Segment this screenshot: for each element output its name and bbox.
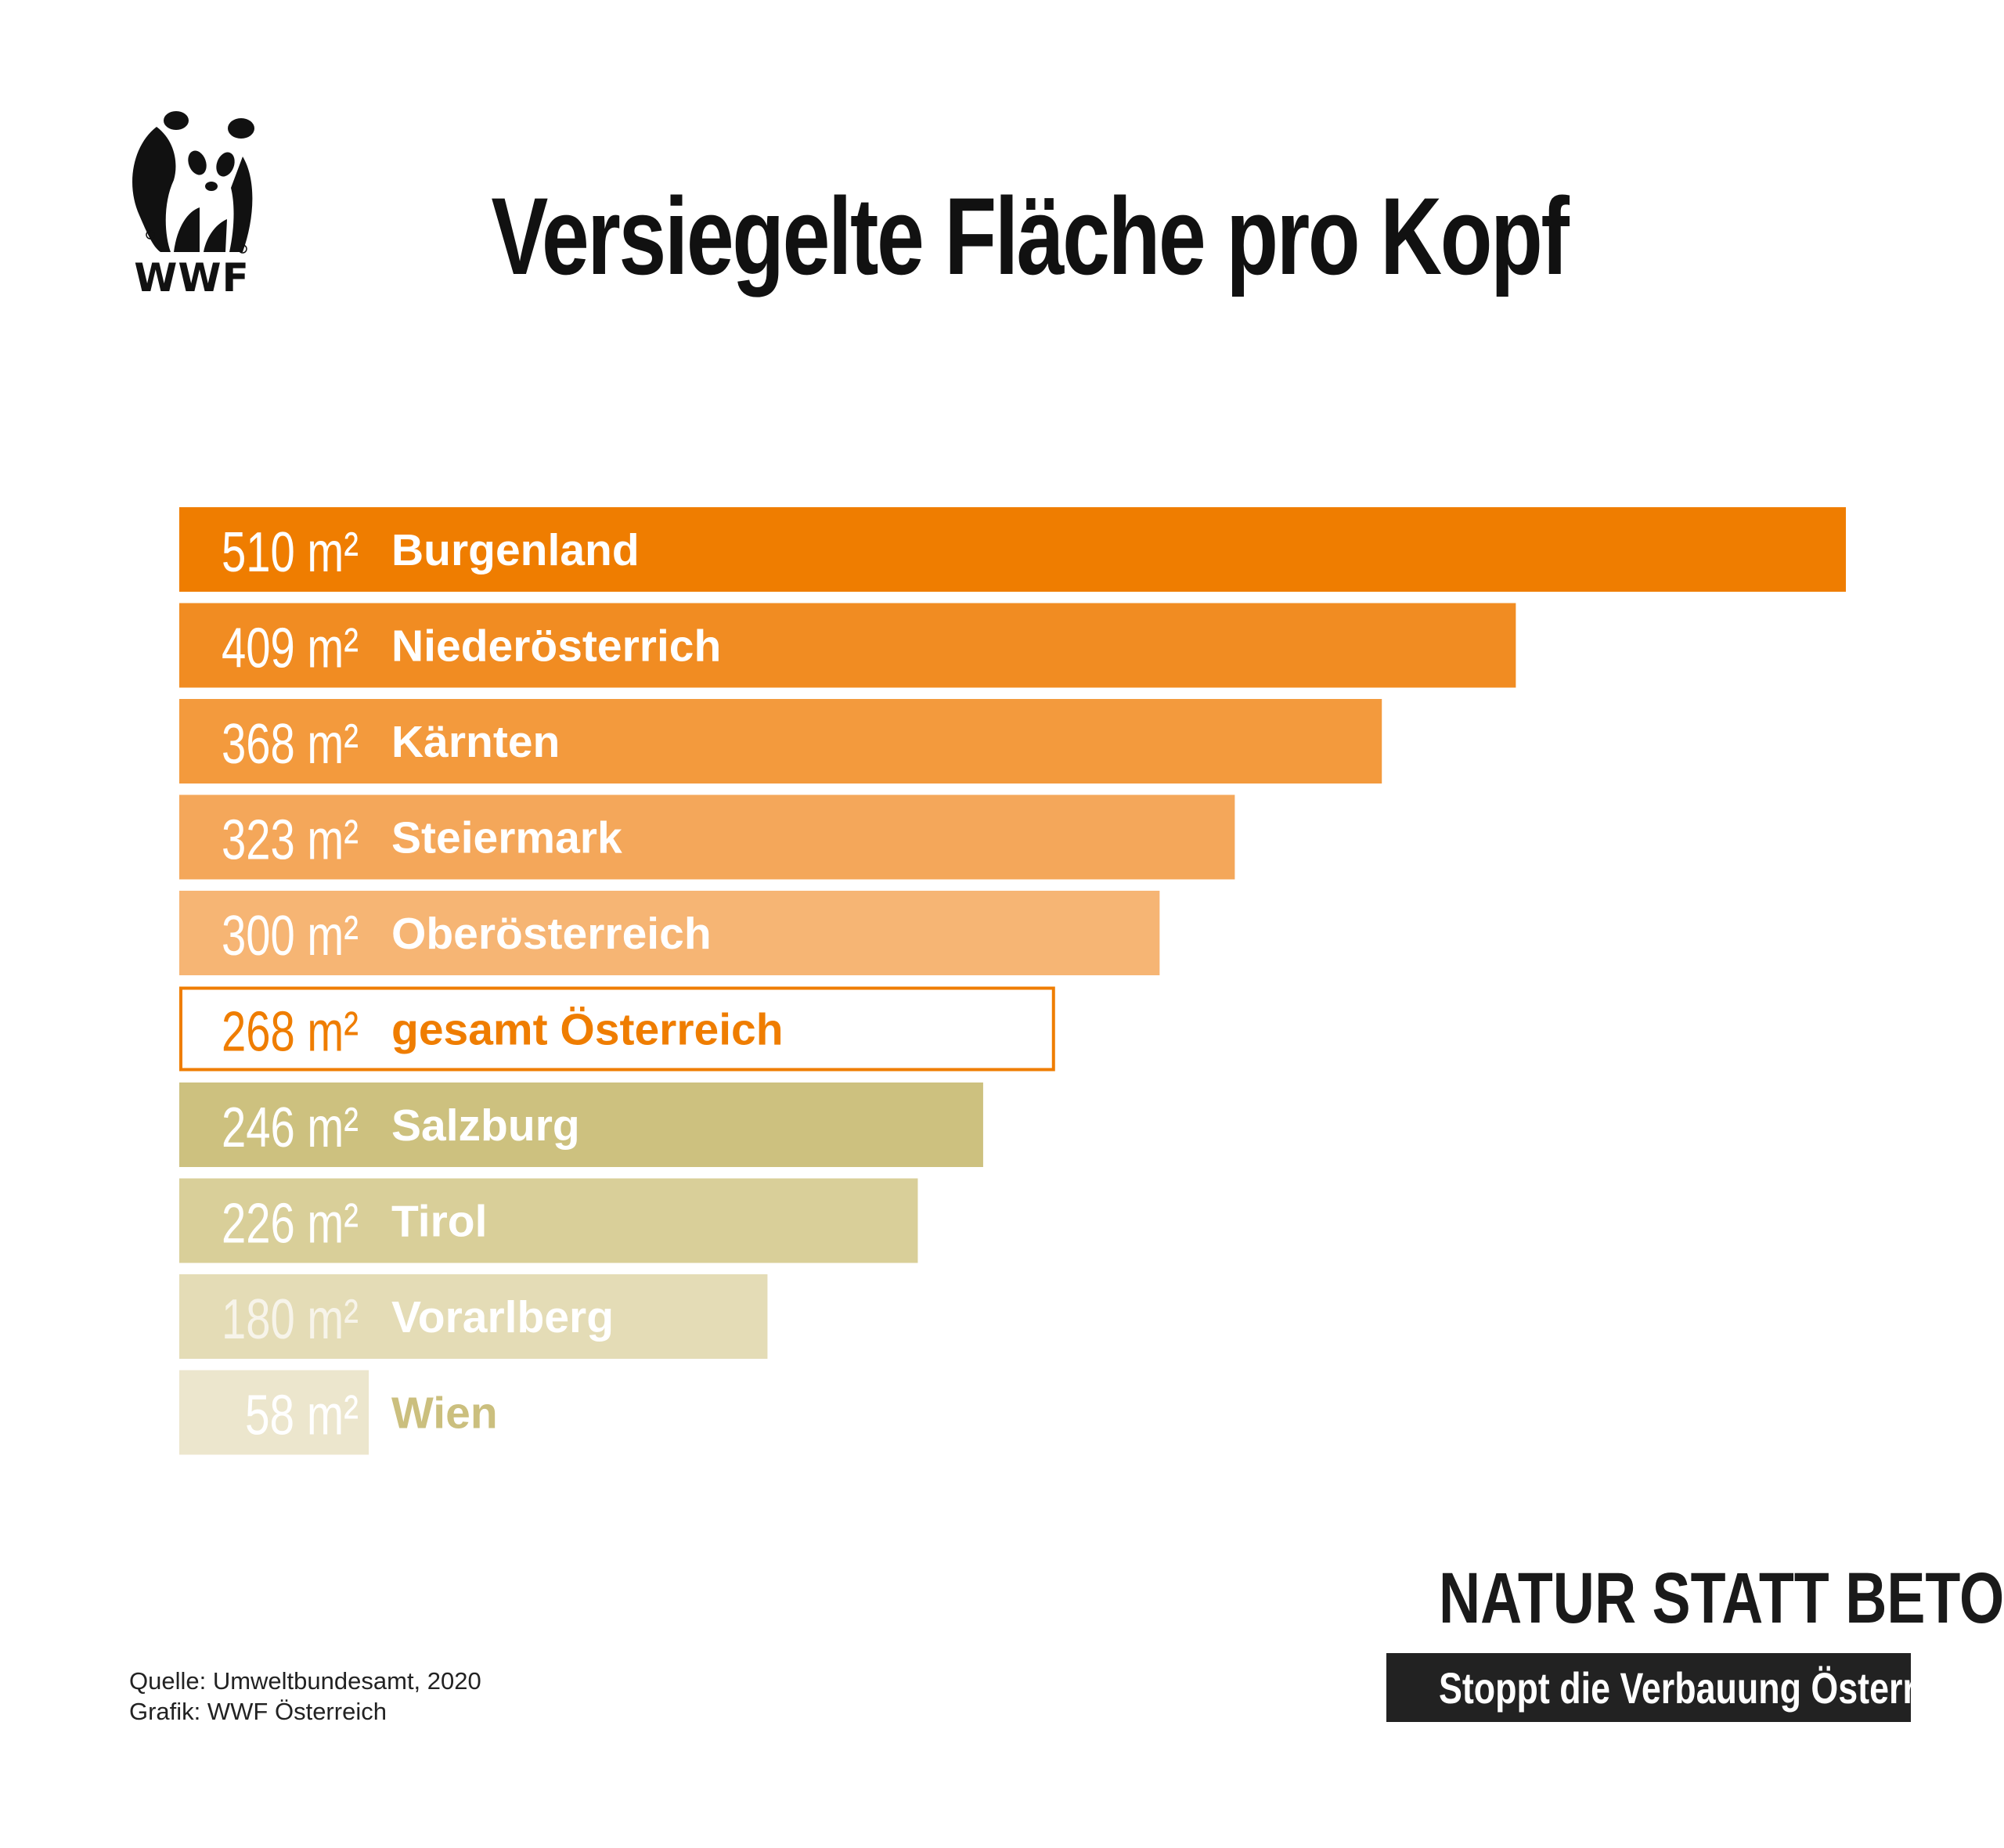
- chart-title: Versiegelte Fläche pro Kopf: [491, 175, 1569, 297]
- bar-steiermark: [179, 794, 1235, 880]
- credit-line: Grafik: WWF Österreich: [129, 1698, 387, 1725]
- category-label: Steiermark: [391, 813, 622, 863]
- bar-niederösterrich: [179, 603, 1516, 688]
- bar-burgenland: [179, 507, 1846, 592]
- logo-text: WWF: [134, 255, 250, 301]
- bar-salzburg: [179, 1083, 983, 1167]
- value-label: 368 m²: [222, 713, 359, 776]
- bar-kärnten: [179, 699, 1382, 784]
- source-line: Quelle: Umweltbundesamt, 2020: [129, 1667, 481, 1695]
- value-label: 510 m²: [222, 521, 359, 584]
- tagline-sub: Stoppt die Verbauung Österreichs!: [1439, 1663, 2004, 1713]
- category-label: Niederösterrich: [391, 621, 721, 672]
- value-label: 180 m²: [222, 1288, 359, 1351]
- source-note: Quelle: Umweltbundesamt, 2020 Grafik: WW…: [129, 1666, 481, 1727]
- bar-oberösterreich: [179, 891, 1160, 975]
- value-label: 323 m²: [222, 809, 359, 872]
- category-label: Vorarlberg: [391, 1292, 614, 1342]
- bar-tirol: [179, 1178, 918, 1263]
- category-label: Kärnten: [391, 717, 560, 767]
- wwf-logo: WWF: [125, 110, 258, 301]
- category-label: Wien: [391, 1389, 498, 1439]
- category-label: Oberösterreich: [391, 909, 712, 959]
- tagline-main: NATUR STATT BETON: [1439, 1558, 2004, 1638]
- value-label: 58 m²: [245, 1385, 359, 1447]
- panda-icon: [132, 111, 254, 254]
- value-label: 226 m²: [222, 1193, 359, 1255]
- category-label: Salzburg: [391, 1101, 580, 1151]
- bar-gesamt-österreich: [179, 986, 1055, 1072]
- value-label: 409 m²: [222, 618, 359, 680]
- value-label: 268 m²: [222, 1001, 359, 1064]
- tagline-sub-box: Stoppt die Verbauung Österreichs!: [1386, 1653, 2004, 1722]
- category-label: Burgenland: [391, 525, 640, 575]
- bar-wien: [179, 1370, 369, 1455]
- bar-vorarlberg: [179, 1274, 768, 1359]
- category-label: Tirol: [391, 1197, 487, 1247]
- value-label: 246 m²: [222, 1097, 359, 1159]
- category-label: gesamt Österreich: [391, 1005, 784, 1055]
- value-label: 300 m²: [222, 905, 359, 967]
